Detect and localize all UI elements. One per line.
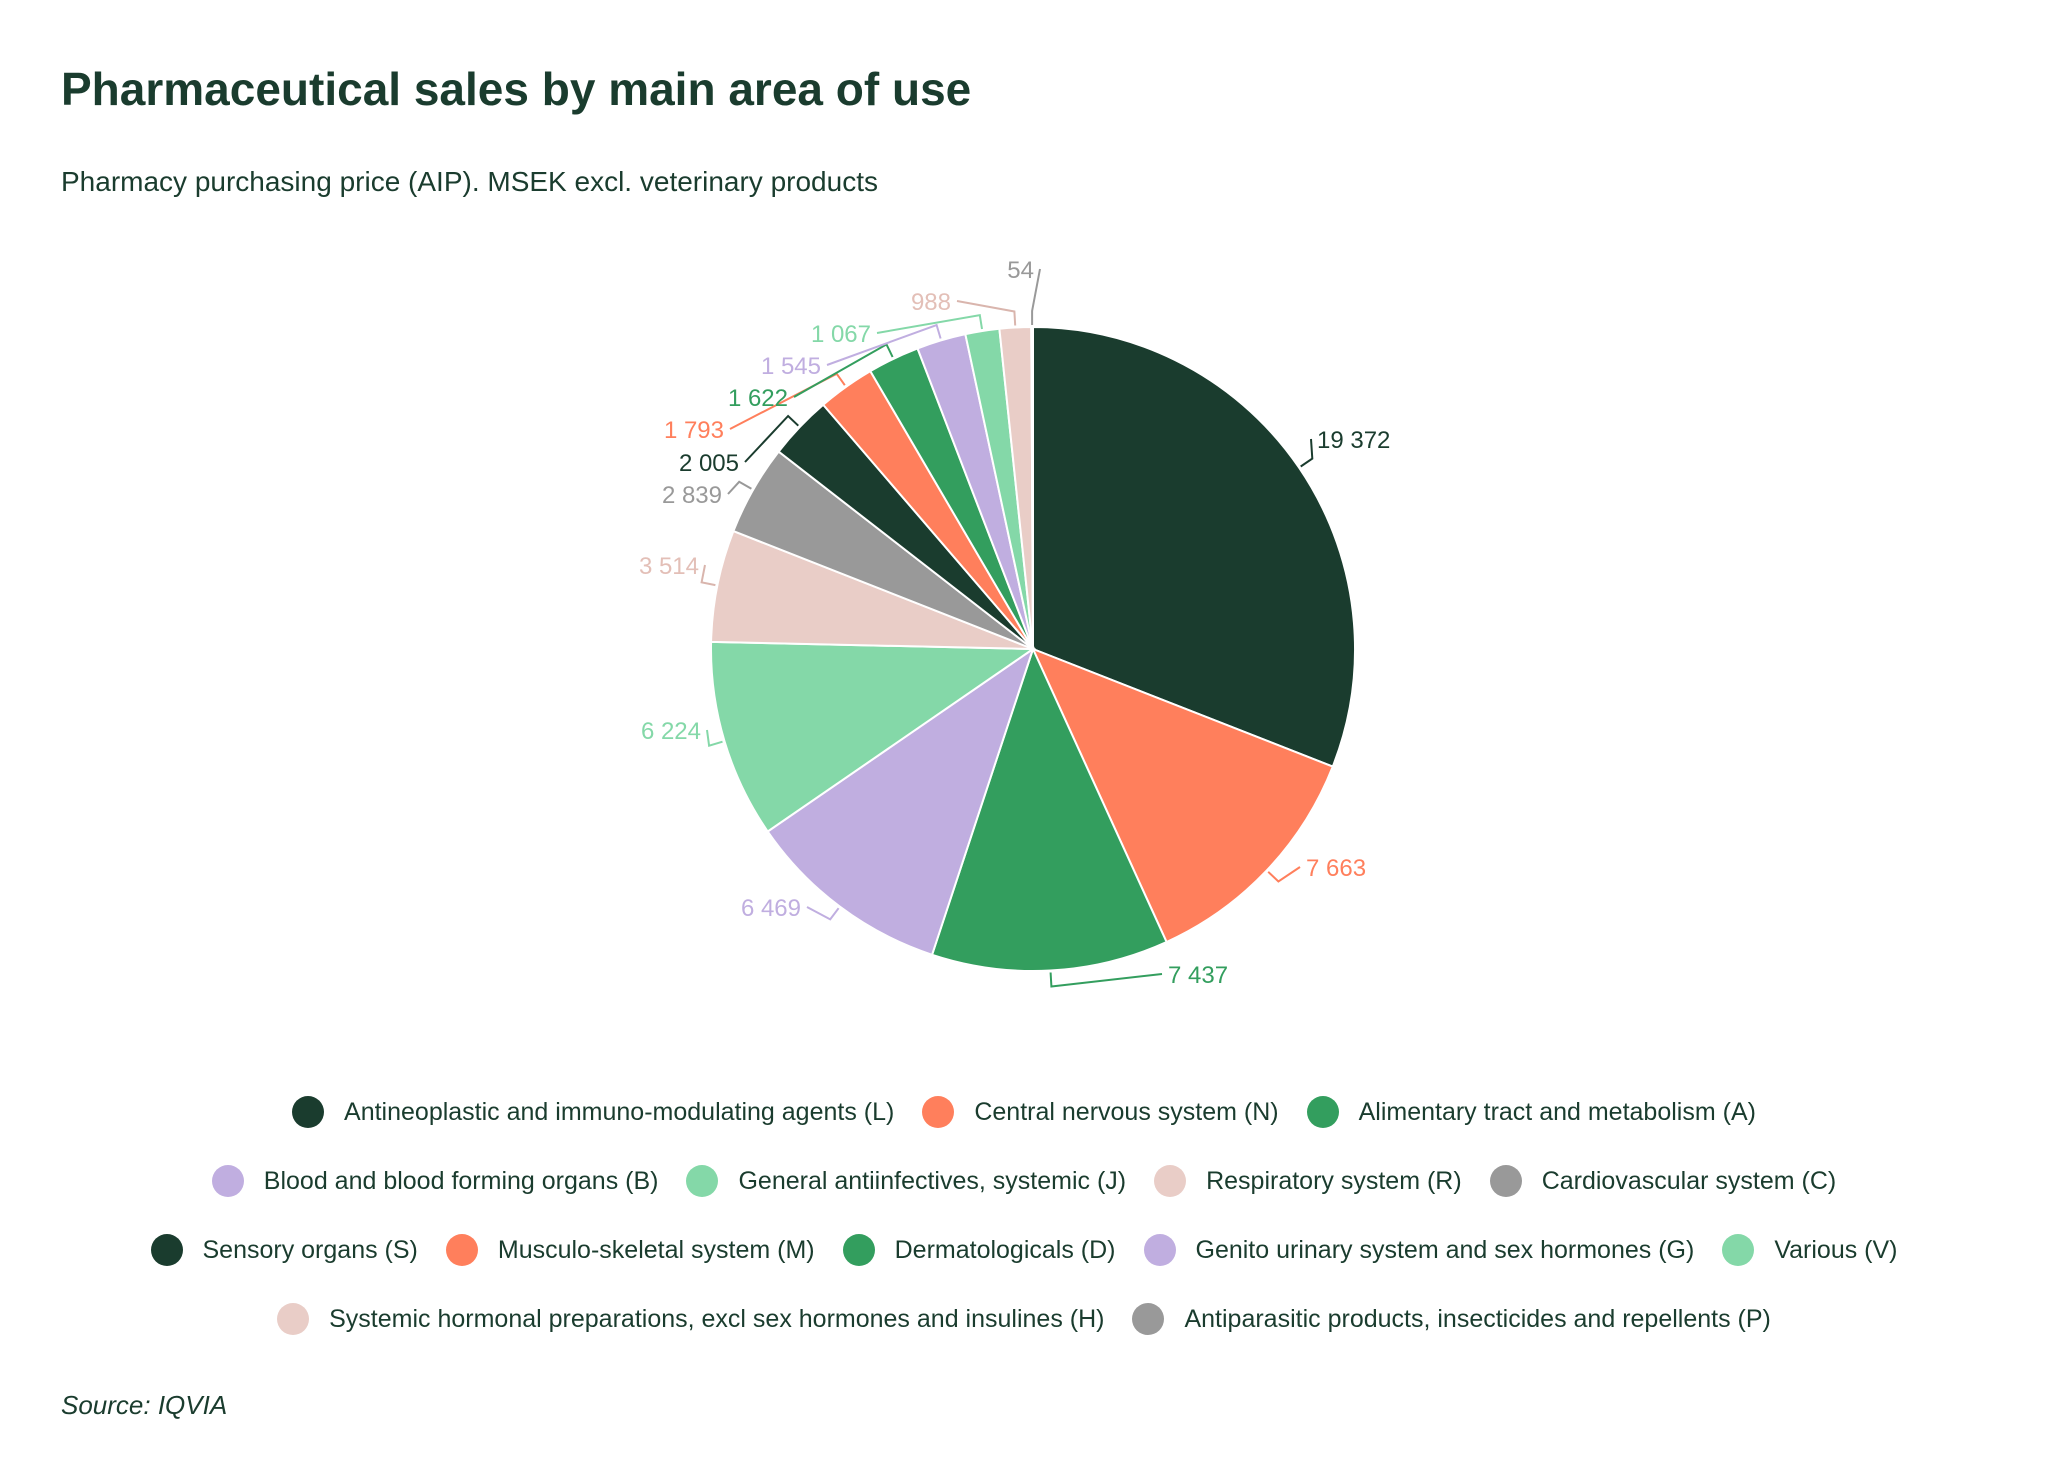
leader-line bbox=[1049, 972, 1163, 988]
legend-label: Central nervous system (N) bbox=[974, 1097, 1279, 1126]
legend-swatch bbox=[277, 1303, 310, 1335]
legend-row: Blood and blood forming organs (B) Genera… bbox=[0, 1163, 2048, 1199]
legend-swatch bbox=[445, 1234, 478, 1266]
legend-label: Alimentary tract and metabolism (A) bbox=[1358, 1097, 1756, 1126]
pie-slice bbox=[766, 646, 1035, 957]
legend-label: Respiratory system (R) bbox=[1206, 1166, 1462, 1195]
leader-line bbox=[706, 729, 723, 747]
data-label: 2 839 bbox=[662, 482, 722, 509]
legend-item: Central nervous system (N) bbox=[922, 1096, 1279, 1128]
legend-swatch bbox=[922, 1096, 955, 1128]
pie-slices bbox=[710, 325, 1356, 972]
legend-item: Blood and blood forming organs (B) bbox=[211, 1165, 659, 1197]
legend-item: Antineoplastic and immuno-modulating age… bbox=[292, 1096, 894, 1128]
leader-line bbox=[1031, 268, 1041, 325]
leader-line bbox=[1300, 438, 1314, 468]
legend-label: Blood and blood forming organs (B) bbox=[263, 1166, 659, 1195]
data-label: 54 bbox=[1007, 257, 1034, 284]
legend-label: Cardiovascular system (C) bbox=[1541, 1166, 1837, 1195]
legend-swatch bbox=[1489, 1165, 1522, 1197]
pie-slice bbox=[1032, 325, 1356, 768]
legend-label: Genito urinary system and sex hormones (… bbox=[1195, 1235, 1695, 1264]
pie-slice bbox=[710, 640, 1037, 833]
legend-swatch bbox=[1143, 1234, 1176, 1266]
legend-item: Cardiovascular system (C) bbox=[1489, 1165, 1837, 1197]
legend-swatch bbox=[292, 1096, 325, 1128]
data-label: 7 437 bbox=[1168, 962, 1228, 989]
leader-line bbox=[876, 314, 983, 334]
pie-slice bbox=[1031, 647, 1335, 944]
leader-line bbox=[1267, 866, 1301, 883]
legend-row: Sensory organs (S) Musculo-skeletal syste… bbox=[0, 1232, 2048, 1268]
legend-item: Various (V) bbox=[1722, 1234, 1898, 1266]
data-label: 1 622 bbox=[728, 385, 788, 412]
legend-swatch bbox=[842, 1234, 875, 1266]
data-label: 1 545 bbox=[761, 353, 821, 380]
data-label: 1 793 bbox=[664, 417, 724, 444]
chart-legend: Antineoplastic and immuno-modulating age… bbox=[0, 1094, 2048, 1370]
leader-line bbox=[826, 323, 942, 366]
leader-line bbox=[744, 414, 799, 463]
chart-title: Pharmaceutical sales by main area of use bbox=[61, 63, 972, 115]
data-label: 988 bbox=[911, 289, 951, 316]
legend-label: Musculo-skeletal system (M) bbox=[497, 1235, 815, 1264]
legend-row: Systemic hormonal preparations, excl sex… bbox=[0, 1301, 2048, 1337]
data-label: 7 663 bbox=[1306, 855, 1366, 882]
legend-item: Systemic hormonal preparations, excl sex… bbox=[277, 1303, 1104, 1335]
legend-label: Sensory organs (S) bbox=[202, 1235, 418, 1264]
source-note: Source: IQVIA bbox=[61, 1390, 228, 1420]
legend-item: Antiparasitic products, insecticides and… bbox=[1132, 1303, 1771, 1335]
legend-swatch bbox=[686, 1165, 719, 1197]
pie-slice bbox=[930, 646, 1168, 972]
legend-label: General antiinfectives, systemic (J) bbox=[738, 1166, 1127, 1195]
legend-row: Antineoplastic and immuno-modulating age… bbox=[0, 1094, 2048, 1130]
legend-item: Musculo-skeletal system (M) bbox=[445, 1234, 815, 1266]
legend-swatch bbox=[1132, 1303, 1165, 1335]
legend-swatch bbox=[211, 1165, 244, 1197]
legend-label: Antiparasitic products, insecticides and… bbox=[1184, 1304, 1771, 1333]
legend-label: Various (V) bbox=[1774, 1235, 1898, 1264]
leader-line bbox=[956, 300, 1017, 326]
pie-slice bbox=[1030, 325, 1034, 650]
legend-label: Dermatologicals (D) bbox=[894, 1235, 1116, 1264]
legend-item: Respiratory system (R) bbox=[1154, 1165, 1462, 1197]
legend-label: Systemic hormonal preparations, excl sex… bbox=[329, 1304, 1105, 1333]
leader-line bbox=[806, 906, 840, 921]
legend-item: Alimentary tract and metabolism (A) bbox=[1306, 1096, 1756, 1128]
data-label: 1 067 bbox=[811, 321, 871, 348]
data-label: 2 005 bbox=[679, 450, 739, 477]
legend-item: Dermatologicals (D) bbox=[842, 1234, 1116, 1266]
data-label: 19 372 bbox=[1317, 427, 1390, 454]
legend-item: Sensory organs (S) bbox=[150, 1234, 418, 1266]
legend-swatch bbox=[1154, 1165, 1187, 1197]
data-label: 3 514 bbox=[639, 553, 699, 580]
leader-line bbox=[700, 564, 716, 587]
slice-data-labels: 19 372 7 663 7 437 6 469 6 224 3 514 2 839 2 00… bbox=[639, 257, 1390, 989]
legend-item: General antiinfectives, systemic (J) bbox=[686, 1165, 1126, 1197]
pie-chart: 19 372 7 663 7 437 6 469 6 224 3 514 2 839 2 00… bbox=[639, 257, 1390, 989]
chart-subtitle: Pharmacy purchasing price (AIP). MSEK ex… bbox=[61, 166, 878, 197]
leader-line bbox=[793, 343, 894, 398]
legend-item: Genito urinary system and sex hormones (… bbox=[1143, 1234, 1695, 1266]
legend-swatch bbox=[1722, 1234, 1755, 1266]
legend-label: Antineoplastic and immuno-modulating age… bbox=[344, 1097, 895, 1126]
data-label: 6 469 bbox=[741, 895, 801, 922]
data-label: 6 224 bbox=[641, 718, 701, 745]
legend-swatch bbox=[1306, 1096, 1339, 1128]
leader-line bbox=[727, 480, 752, 495]
legend-swatch bbox=[150, 1234, 183, 1266]
slice-leader-lines bbox=[700, 268, 1314, 988]
